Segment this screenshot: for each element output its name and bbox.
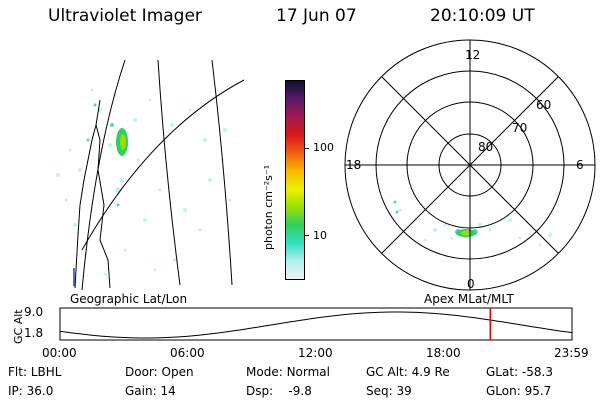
colorbar-tick-10: 10 xyxy=(313,229,327,242)
orbit-ytick-9: 9.0 xyxy=(24,305,44,319)
mlt-label-0: 0 xyxy=(467,277,475,291)
aurora-speckle xyxy=(55,88,232,277)
instrument-title: Ultraviolet Imager xyxy=(48,6,202,26)
status-mode: Mode: Normal xyxy=(246,365,330,379)
polar-plot xyxy=(344,39,596,291)
geo-label: Geographic Lat/Lon xyxy=(70,292,188,306)
orbit-xtick-2: 12:00 xyxy=(298,346,333,360)
orbit-xtick-1: 06:00 xyxy=(170,346,205,360)
status-filter: Flt: LBHL xyxy=(8,365,62,379)
polar-label: Apex MLat/MLT xyxy=(424,292,514,306)
status-ip: IP: 36.0 xyxy=(8,384,54,398)
colorbar-tick-100: 100 xyxy=(313,141,334,154)
status-door: Door: Open xyxy=(125,365,194,379)
colorbar-unit-label: photon cm⁻²s⁻¹ xyxy=(262,164,275,250)
orbit-xtick-0: 00:00 xyxy=(42,346,77,360)
status-glat: GLat: -58.3 xyxy=(486,365,553,379)
polar-grid xyxy=(344,39,596,291)
mlt-label-18: 18 xyxy=(346,158,362,172)
mlt-label-6: 6 xyxy=(576,158,584,172)
orbit-ytick-1-8: 1.8 xyxy=(24,326,44,340)
orbit-plot xyxy=(59,307,573,341)
status-gain: Gain: 14 xyxy=(125,384,176,398)
status-gcalt: GC Alt: 4.9 Re xyxy=(366,365,450,379)
mlt-label-12: 12 xyxy=(465,48,481,62)
orbit-xtick-3: 18:00 xyxy=(426,346,461,360)
status-dsp: Dsp: -9.8 xyxy=(246,384,312,398)
mlat-label-80: 80 xyxy=(478,140,494,154)
status-seq: Seq: 39 xyxy=(366,384,412,398)
orbit-altitude-curve xyxy=(59,311,573,339)
geo-grid xyxy=(81,59,245,291)
geographic-image xyxy=(55,59,245,291)
time-label: 20:10:09 UT xyxy=(430,6,535,26)
polar-aurora xyxy=(393,200,552,247)
coastline xyxy=(74,99,111,289)
status-glon: GLon: 95.7 xyxy=(486,384,552,398)
date-label: 17 Jun 07 xyxy=(276,6,357,26)
orbit-xtick-4: 23:59 xyxy=(554,346,589,360)
mlat-label-60: 60 xyxy=(536,98,552,112)
colorbar xyxy=(285,80,305,280)
mlat-label-70: 70 xyxy=(512,121,528,135)
